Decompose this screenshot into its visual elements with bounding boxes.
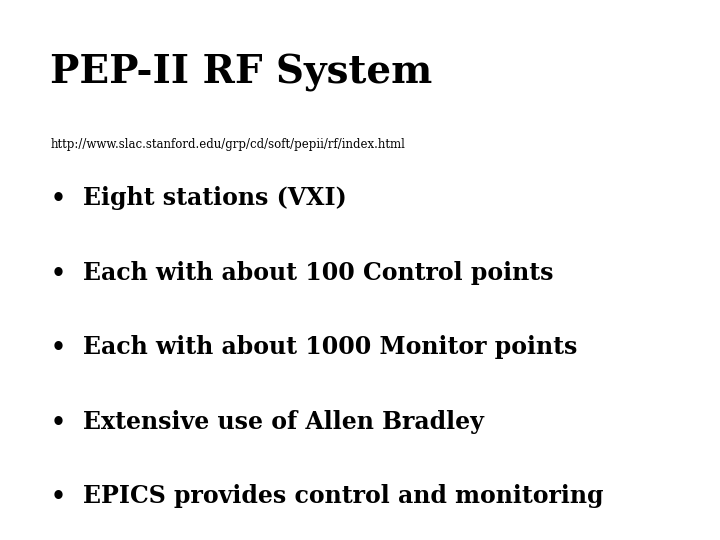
Text: http://www.slac.stanford.edu/grp/cd/soft/pepii/rf/index.html: http://www.slac.stanford.edu/grp/cd/soft… — [50, 138, 405, 151]
Text: •: • — [50, 261, 66, 285]
Text: •: • — [50, 335, 66, 359]
Text: Extensive use of Allen Bradley: Extensive use of Allen Bradley — [83, 410, 484, 434]
Text: •: • — [50, 186, 66, 210]
Text: Each with about 100 Control points: Each with about 100 Control points — [83, 261, 553, 285]
Text: •: • — [50, 410, 66, 434]
Text: •: • — [50, 484, 66, 508]
Text: Each with about 1000 Monitor points: Each with about 1000 Monitor points — [83, 335, 577, 359]
Text: PEP-II RF System: PEP-II RF System — [50, 54, 433, 92]
Text: Eight stations (VXI): Eight stations (VXI) — [83, 186, 346, 210]
Text: EPICS provides control and monitoring: EPICS provides control and monitoring — [83, 484, 603, 508]
